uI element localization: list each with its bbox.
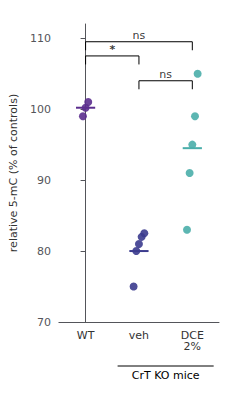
svg-text:ns: ns (133, 29, 146, 42)
svg-text:2%: 2% (184, 340, 201, 353)
svg-text:80: 80 (37, 245, 51, 258)
svg-text:WT: WT (77, 329, 95, 342)
svg-text:CrT KO mice: CrT KO mice (132, 369, 200, 382)
svg-text:70: 70 (37, 316, 51, 329)
svg-text:100: 100 (30, 103, 51, 116)
svg-text:110: 110 (30, 32, 51, 45)
svg-text:*: * (109, 43, 115, 56)
svg-text:relative 5-mC (% of controls): relative 5-mC (% of controls) (7, 94, 20, 252)
svg-text:90: 90 (37, 174, 51, 187)
svg-text:DCE: DCE (180, 329, 204, 342)
svg-text:ns: ns (159, 68, 172, 81)
svg-text:veh: veh (129, 329, 149, 342)
